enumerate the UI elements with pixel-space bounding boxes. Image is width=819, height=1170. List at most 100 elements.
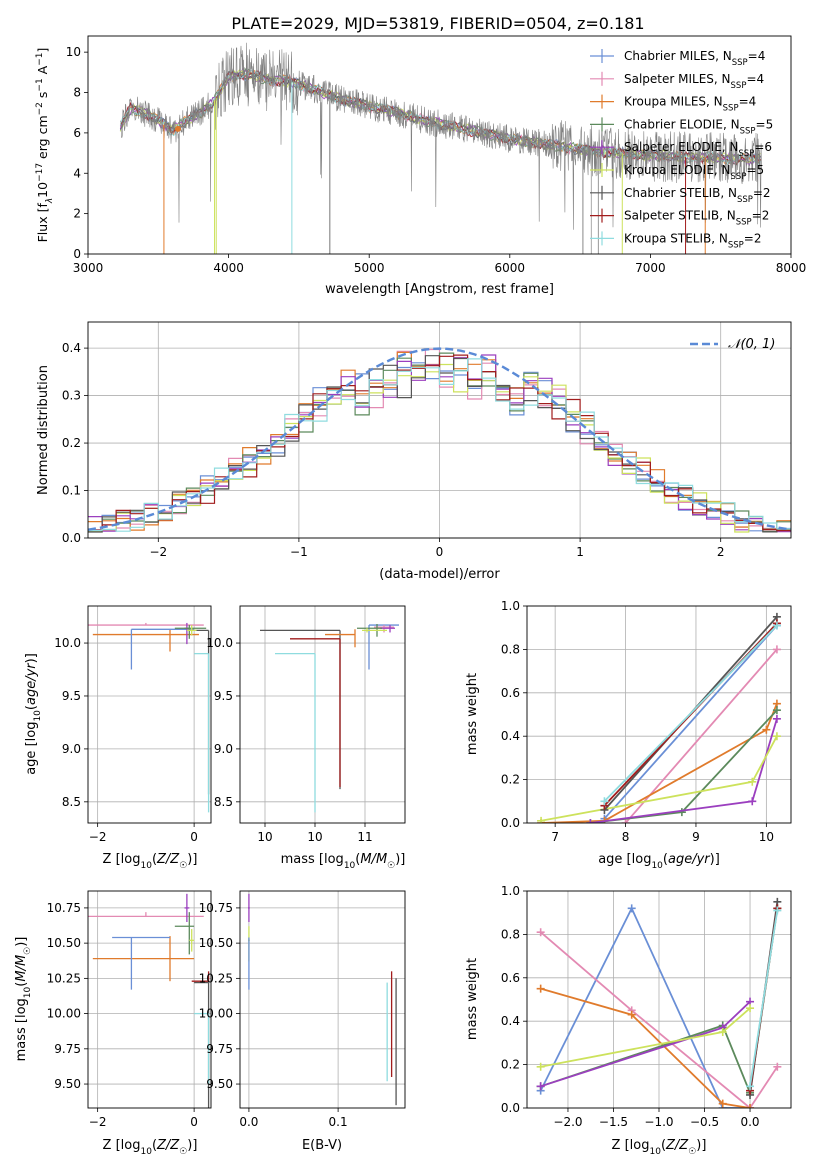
x-tick-label: −2	[149, 545, 167, 559]
label-part: (	[14, 982, 29, 987]
y-tick-label: 0.4	[501, 729, 520, 743]
x-tick-label: 0	[190, 1115, 198, 1129]
y-tick-label: 10.50	[199, 936, 233, 950]
legend-subscript: SSP	[731, 81, 747, 91]
series-line-kroupa-miles	[540, 987, 751, 1108]
series-line-chabrier-miles	[539, 906, 750, 1108]
label-part: Z/Z	[665, 1138, 689, 1153]
x-axis-label: Z [log10(Z/Z☉)]	[103, 852, 198, 871]
y-tick-label: 9.0	[62, 742, 81, 756]
label-part: age [log	[598, 852, 651, 867]
x-axis-label: Z [log10(Z/Z☉)]	[103, 1138, 198, 1157]
label-part: ☉	[23, 947, 33, 955]
x-tick-label: 9	[692, 830, 700, 844]
x-tick-label: 8000	[776, 261, 807, 275]
label-part: 10	[140, 1147, 152, 1157]
x-tick-label: −1	[290, 545, 308, 559]
y-tick-label: 9.5	[214, 689, 233, 703]
legend-text: Chabrier STELIB, N	[624, 186, 737, 200]
y-axis-label: mass weight	[465, 958, 480, 1040]
normal-curve	[88, 347, 791, 531]
histogram-chabrier-elodie	[88, 352, 791, 533]
axes-frame	[87, 35, 792, 255]
y-tick-label: 10.0	[54, 636, 81, 650]
axes-frame	[87, 890, 212, 1109]
data-point	[772, 714, 781, 723]
legend-tail: =6	[754, 140, 772, 154]
data-point	[746, 1004, 755, 1013]
label-part: 10	[23, 986, 33, 998]
legend-entry: Salpeter MILES, NSSP=4	[624, 72, 764, 91]
label-part: Z [log	[612, 1138, 650, 1153]
label-part: (	[661, 1138, 666, 1153]
x-tick-label: 8	[622, 830, 630, 844]
data-point	[746, 1104, 755, 1108]
data-point	[586, 819, 595, 823]
data-point	[677, 808, 686, 817]
x-tick-label: 3000	[73, 261, 104, 275]
x-tick-label: 6000	[495, 261, 526, 275]
x-tick-label: 1	[576, 545, 584, 559]
x-tick-label: 11	[357, 830, 372, 844]
y-tick-label: 9.75	[54, 1042, 81, 1056]
x-tick-label: 0	[436, 545, 444, 559]
figure-title: PLATE=2029, MJD=53819, FIBERID=0504, z=0…	[231, 14, 644, 33]
label-part: 10	[35, 182, 50, 198]
x-tick-label: 2	[717, 545, 725, 559]
x-axis-label: Z [log10(Z/Z☉)]	[612, 1138, 707, 1157]
label-part: −1	[35, 78, 45, 91]
series-line-kroupa-stelib	[749, 910, 779, 1087]
label-part: 10	[344, 861, 356, 871]
label-part: M/M	[14, 955, 29, 982]
legend-tail: =4	[748, 49, 766, 63]
label-part: Z [log	[103, 1138, 141, 1153]
series-line-kroupa-stelib	[603, 624, 778, 802]
y-axis-label: Flux [fλ10−17 erg cm−2 s−1 A−1]	[35, 48, 55, 243]
label-part: )]	[187, 1138, 197, 1153]
legend-tail: =4	[739, 95, 757, 109]
data-point	[536, 984, 545, 993]
data-point	[772, 732, 781, 741]
legend-entry: 𝒩(0, 1)	[728, 337, 775, 352]
data-point	[536, 928, 545, 937]
y-tick-label: 2	[73, 207, 81, 221]
data-point	[718, 1099, 727, 1108]
y-tick-label: 9.5	[62, 689, 81, 703]
x-tick-label: 0.0	[239, 1115, 258, 1129]
data-point	[537, 816, 546, 823]
legend-text: Salpeter MILES, N	[624, 72, 731, 86]
x-axis-label: wavelength [Angstrom, rest frame]	[325, 282, 554, 297]
y-tick-label: 10.00	[199, 1007, 233, 1021]
x-tick-label: 4000	[213, 261, 244, 275]
x-tick-label: 7	[551, 830, 559, 844]
data-point	[536, 1082, 545, 1091]
label-part: )]	[696, 1138, 706, 1153]
residual-histogram-panel: −2 −1 0 1 2 0.0 0.1 0.2 0.3 0.4 (data-model)/error…	[36, 321, 792, 582]
series-line-chabrier-miles	[603, 624, 778, 820]
y-axis-label: mass weight	[465, 673, 480, 755]
y-tick-label: 10.25	[47, 971, 81, 985]
legend-entry: Chabrier MILES, NSSP=4	[624, 49, 765, 68]
legend-entry: Kroupa ELODIE, NSSP=5	[624, 163, 764, 182]
series-line-salpeter-elodie	[540, 1001, 751, 1088]
legend-subscript: SSP	[723, 104, 739, 114]
legend-subscript: SSP	[732, 58, 748, 68]
x-tick-label: −1.0	[644, 1115, 673, 1129]
label-part: )]	[395, 852, 405, 867]
data-point	[773, 1062, 782, 1071]
x-axis-label: E(B-V)	[302, 1138, 342, 1153]
label-part: 10	[140, 861, 152, 871]
data-point	[746, 1082, 755, 1091]
y-tick-label: 4	[73, 166, 81, 180]
label-part: ☉	[179, 861, 187, 871]
axes-frame	[239, 890, 406, 1109]
legend-text: Kroupa STELIB, N	[624, 231, 728, 245]
legend-subscript: SSP	[736, 218, 752, 228]
label-part: ]	[35, 48, 50, 53]
label-part: )]	[14, 937, 29, 947]
y-tick-label: 0.0	[501, 816, 520, 830]
data-point	[772, 706, 781, 715]
y-tick-label: 10.25	[199, 971, 233, 985]
label-part: s	[35, 92, 50, 103]
